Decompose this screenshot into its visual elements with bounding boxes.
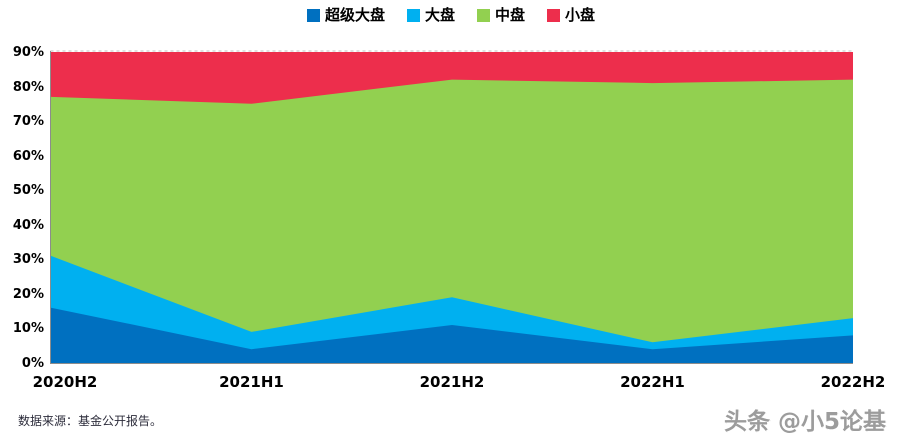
y-tick-label-40%: 40% (12, 217, 44, 233)
watermark-text: 头条 @小5论基 (723, 409, 886, 435)
x-tick-label-2022H1: 2022H1 (620, 373, 685, 391)
legend-item-中盘: 中盘 (477, 8, 525, 23)
area-series-超级大盘 (51, 307, 853, 363)
legend-label: 超级大盘 (324, 6, 385, 24)
x-tick-label-2021H2: 2021H2 (419, 373, 485, 391)
y-tick-label-70%: 70% (12, 114, 44, 130)
y-tick-label-50%: 50% (12, 183, 44, 199)
legend-swatch-icon (477, 9, 490, 22)
legend-label: 大盘 (424, 6, 455, 24)
legend-label: 小盘 (565, 6, 596, 24)
legend-swatch-icon (547, 9, 561, 22)
y-tick-label-20%: 20% (12, 286, 44, 302)
x-tick-label-2021H1: 2021H1 (219, 373, 284, 391)
legend-item-超级大盘: 超级大盘 (306, 6, 385, 24)
x-tick-label-2022H2: 2022H2 (820, 373, 886, 391)
chart-legend: 超级大盘 大盘 中盘 小盘 (0, 8, 902, 23)
x-tick-label-2020H2: 2020H2 (32, 373, 98, 391)
y-tick-label-80%: 80% (12, 79, 44, 95)
y-tick-label-10%: 10% (12, 321, 44, 337)
legend-label: 中盘 (495, 6, 526, 24)
legend-item-大盘: 大盘 (406, 6, 455, 24)
area-series-中盘 (51, 79, 853, 363)
y-tick-label-90%: 90% (12, 45, 44, 60)
legend-swatch-icon (406, 9, 420, 22)
legend-item-小盘: 小盘 (547, 8, 595, 23)
area-series-大盘 (51, 255, 853, 363)
legend-swatch-icon (306, 9, 320, 22)
y-tick-label-60%: 60% (12, 148, 44, 164)
y-tick-label-30%: 30% (12, 252, 44, 268)
data-source-note: 数据来源：基金公开报告。 (18, 414, 163, 428)
y-tick-label-0%: 0% (21, 356, 44, 371)
